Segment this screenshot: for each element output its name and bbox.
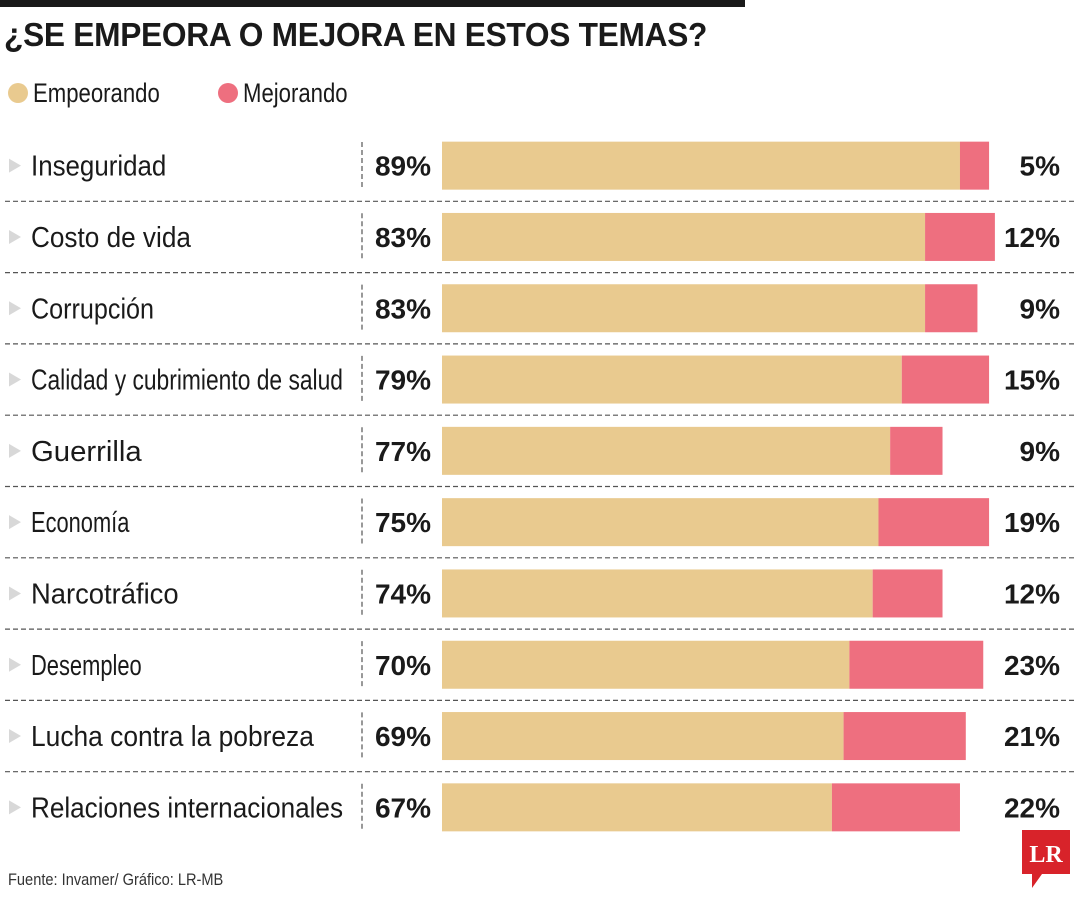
row-arrow-icon [9, 515, 21, 530]
mejorando-bar [843, 712, 966, 761]
empeorando-value-label: 70% [375, 650, 431, 681]
row-arrow-icon [9, 372, 21, 387]
empeorando-value-label: 89% [375, 151, 431, 182]
empeorando-value-label: 69% [375, 721, 431, 752]
legend-item-mejorando: Mejorando [217, 77, 371, 109]
category-label: Guerrilla [31, 436, 143, 468]
category-label: Relaciones internacionales [31, 792, 343, 824]
empeorando-value-label: 75% [375, 507, 431, 538]
row-arrow-icon [9, 229, 21, 244]
empeorando-bar [442, 783, 832, 832]
mejorando-value-label: 12% [1004, 578, 1060, 609]
legend-item-empeorando: Empeorando [8, 78, 188, 109]
category-label: Desempleo [31, 650, 142, 682]
mejorando-value-label: 5% [1020, 151, 1061, 182]
empeorando-bar [442, 141, 960, 190]
category-label: Corrupción [31, 293, 154, 325]
row-arrow-icon [9, 586, 21, 601]
empeorando-value-label: 67% [375, 792, 431, 823]
mejorando-bar [890, 426, 943, 475]
row-arrow-icon [9, 657, 21, 672]
empeorando-bar [442, 284, 926, 333]
source-footer: Fuente: Invamer/ Gráfico: LR-MB [8, 870, 224, 889]
empeorando-value-label: 77% [375, 436, 431, 467]
category-label: Costo de vida [31, 222, 192, 254]
category-label: Lucha contra la pobreza [31, 721, 315, 753]
mejorando-bar [901, 355, 990, 404]
row-arrow-icon [9, 729, 21, 744]
category-label: Economía [31, 507, 130, 539]
mejorando-value-label: 22% [1004, 792, 1060, 823]
empeorando-bar [442, 640, 850, 689]
empeorando-bar [442, 569, 873, 618]
mejorando-bar [925, 284, 978, 333]
legend-label-mejorando: Mejorando [242, 77, 348, 108]
mejorando-bar [849, 640, 984, 689]
legend-swatch-empeorando [8, 83, 28, 103]
category-label: Inseguridad [31, 151, 166, 183]
legend: Empeorando Mejorando [8, 78, 400, 108]
lr-logo: LR [1022, 830, 1070, 888]
mejorando-value-label: 15% [1004, 365, 1060, 396]
empeorando-bar [442, 355, 902, 404]
mejorando-value-label: 9% [1020, 436, 1061, 467]
row-arrow-icon [9, 443, 21, 458]
mejorando-value-label: 23% [1004, 650, 1060, 681]
legend-swatch-mejorando [217, 83, 238, 103]
top-rule [0, 0, 745, 7]
mejorando-value-label: 19% [1004, 507, 1060, 538]
mejorando-bar [959, 141, 990, 190]
mejorando-value-label: 12% [1004, 222, 1060, 253]
empeorando-value-label: 74% [375, 578, 431, 609]
stacked-bar-chart: Inseguridad 89% 5% Costo de vida 83% 12% Corru… [5, 141, 1075, 832]
category-label: Narcotráfico [31, 578, 179, 610]
chart-title: ¿SE EMPEORA O MEJORA EN ESTOS TEMAS? [4, 16, 708, 53]
empeorando-bar [442, 712, 844, 761]
row-arrow-icon [9, 800, 21, 815]
empeorando-bar [442, 212, 926, 261]
mejorando-bar [831, 783, 960, 832]
legend-label-empeorando: Empeorando [33, 77, 160, 108]
empeorando-value-label: 83% [375, 293, 431, 324]
empeorando-value-label: 79% [375, 365, 431, 396]
empeorando-bar [442, 426, 891, 475]
lr-logo-text: LR [1029, 842, 1063, 868]
mejorando-bar [878, 498, 990, 547]
mejorando-value-label: 9% [1020, 293, 1061, 324]
mejorando-value-label: 21% [1004, 721, 1060, 752]
row-arrow-icon [9, 301, 21, 316]
mejorando-bar [925, 212, 995, 261]
row-arrow-icon [9, 158, 21, 173]
empeorando-bar [442, 498, 879, 547]
mejorando-bar [872, 569, 943, 618]
empeorando-value-label: 83% [375, 222, 431, 253]
category-label: Calidad y cubrimiento de salud [31, 365, 343, 397]
